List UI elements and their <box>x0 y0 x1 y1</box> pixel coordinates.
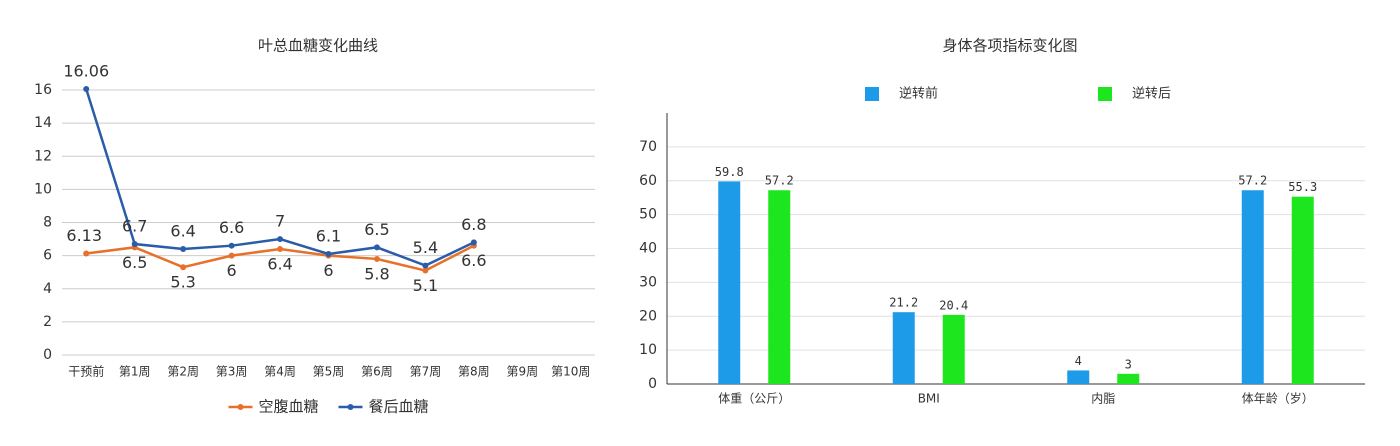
data-label: 6.4 <box>267 255 292 274</box>
y-tick-label: 2 <box>43 314 52 330</box>
x-tick-label: 第8周 <box>458 365 490 379</box>
bar <box>1291 196 1314 384</box>
x-tick-label: 第5周 <box>313 365 345 379</box>
data-label: 59.8 <box>715 165 744 179</box>
y-tick-label: 6 <box>43 248 52 264</box>
legend-label: 逆转后 <box>1132 86 1171 102</box>
marker <box>325 250 332 257</box>
x-tick-label: 内脂 <box>1091 391 1115 406</box>
legend-label: 空腹血糖 <box>259 398 319 416</box>
x-tick-label: 第6周 <box>361 365 393 379</box>
y-tick-label: 0 <box>648 376 657 392</box>
x-tick-label: 第3周 <box>216 365 248 379</box>
x-tick-label: 体重（公斤） <box>718 392 790 406</box>
bar <box>942 314 965 384</box>
bar <box>718 181 741 384</box>
y-tick-label: 30 <box>639 274 657 290</box>
y-tick-label: 50 <box>639 207 657 223</box>
data-label: 6 <box>323 261 333 280</box>
data-label: 7 <box>275 212 285 231</box>
data-label: 6.8 <box>461 215 486 234</box>
marker <box>180 246 187 252</box>
bar <box>1067 370 1090 384</box>
marker <box>83 250 90 257</box>
data-label: 6.6 <box>461 251 486 270</box>
x-tick-label: 第7周 <box>410 365 442 379</box>
data-label: 6.7 <box>122 217 147 236</box>
legend-marker <box>347 404 354 410</box>
data-label: 6.13 <box>66 226 102 245</box>
legend-swatch <box>865 87 879 101</box>
y-tick-label: 40 <box>639 241 657 257</box>
marker <box>373 255 380 262</box>
chart-title: 叶总血糖变化曲线 <box>258 37 378 55</box>
y-tick-label: 4 <box>43 281 52 297</box>
data-label: 3 <box>1125 357 1132 371</box>
marker <box>228 242 235 249</box>
marker <box>470 239 477 246</box>
marker <box>228 252 235 259</box>
marker <box>277 236 284 243</box>
chart-title: 身体各项指标变化图 <box>942 37 1077 55</box>
y-tick-label: 10 <box>639 342 657 358</box>
x-tick-label: 第1周 <box>119 365 151 379</box>
y-tick-label: 0 <box>43 347 52 363</box>
legend-marker <box>237 404 244 410</box>
bar <box>1241 190 1264 384</box>
data-label: 57.2 <box>1238 174 1267 188</box>
marker <box>83 86 90 93</box>
data-label: 57.2 <box>765 174 794 188</box>
data-label: 16.06 <box>63 62 109 81</box>
marker <box>131 241 138 248</box>
data-label: 5.8 <box>364 264 389 283</box>
data-label: 55.3 <box>1288 180 1317 194</box>
data-label: 6.5 <box>122 253 147 272</box>
bar <box>768 190 791 384</box>
data-label: 6 <box>226 261 236 280</box>
x-tick-label: 第10周 <box>551 365 590 379</box>
x-tick-label: 干预前 <box>68 364 104 379</box>
data-label: 4 <box>1075 354 1082 368</box>
y-tick-label: 10 <box>34 181 52 197</box>
data-label: 5.3 <box>170 273 195 292</box>
marker <box>373 244 380 251</box>
data-label: 21.2 <box>889 296 918 310</box>
data-label: 6.5 <box>364 220 389 239</box>
x-tick-label: BMI <box>918 392 940 406</box>
y-tick-label: 16 <box>34 82 52 98</box>
y-tick-label: 12 <box>34 148 52 164</box>
y-tick-label: 8 <box>43 215 52 231</box>
x-tick-label: 第4周 <box>264 365 296 379</box>
marker <box>422 267 429 274</box>
x-tick-label: 第2周 <box>167 365 199 379</box>
data-label: 6.1 <box>316 226 341 245</box>
y-tick-label: 70 <box>639 139 657 155</box>
data-label: 6.6 <box>219 218 244 237</box>
marker <box>277 246 284 252</box>
legend-label: 逆转前 <box>899 86 938 102</box>
legend-label: 餐后血糖 <box>369 398 429 416</box>
data-label: 5.4 <box>413 238 438 257</box>
data-label: 6.4 <box>170 222 195 241</box>
data-label: 5.1 <box>413 276 438 295</box>
marker <box>180 264 187 271</box>
marker <box>422 262 429 269</box>
x-tick-label: 体年龄（岁） <box>1242 391 1314 406</box>
x-tick-label: 第9周 <box>506 365 538 379</box>
y-tick-label: 20 <box>639 308 657 324</box>
y-tick-label: 60 <box>639 173 657 189</box>
legend-swatch <box>1098 87 1112 101</box>
y-tick-label: 14 <box>34 115 52 131</box>
bar <box>892 312 915 384</box>
bar <box>1117 373 1140 384</box>
data-label: 20.4 <box>939 298 968 312</box>
